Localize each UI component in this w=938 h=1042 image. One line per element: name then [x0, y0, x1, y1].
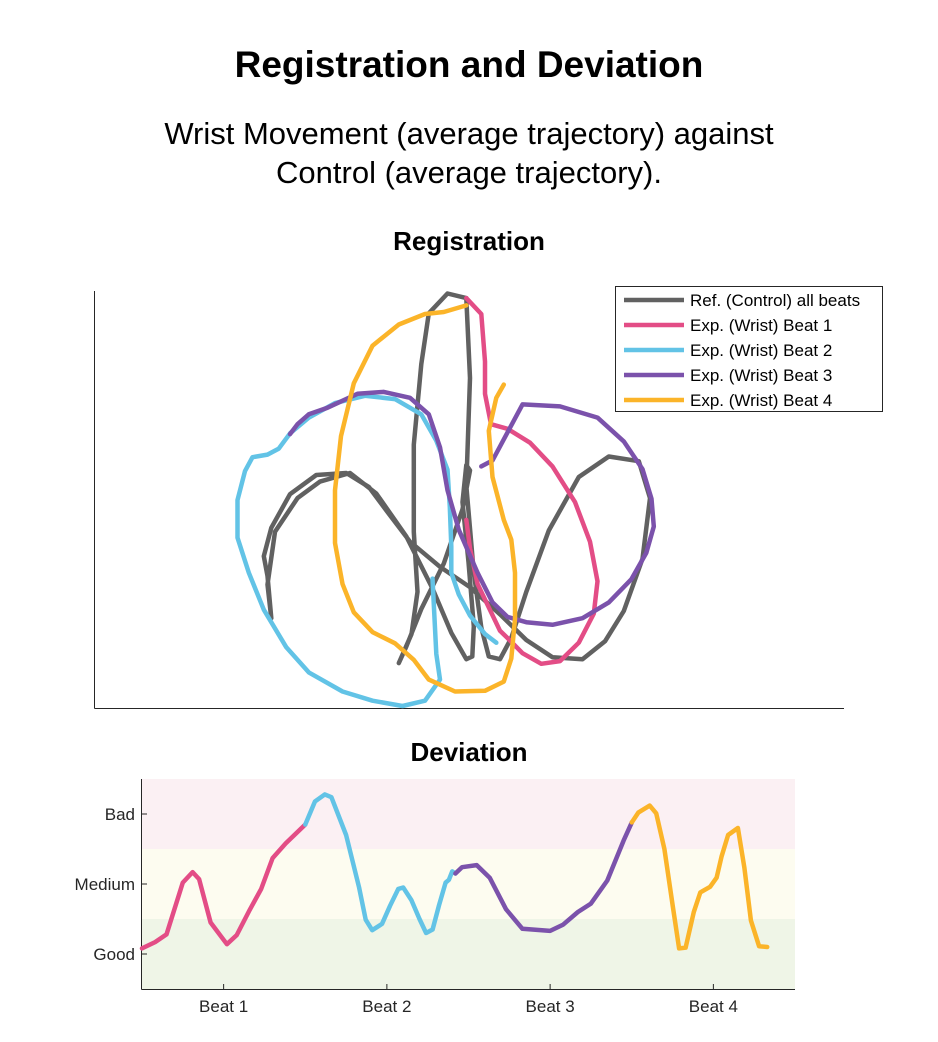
- legend-label-beat-3: Exp. (Wrist) Beat 3: [690, 366, 832, 385]
- legend-label-reference: Ref. (Control) all beats: [690, 291, 860, 310]
- registration-series: [238, 294, 654, 707]
- x-tick-label-beat-2: Beat 2: [362, 997, 411, 1016]
- legend-label-beat-2: Exp. (Wrist) Beat 2: [690, 341, 832, 360]
- deviation-title: Deviation: [410, 737, 527, 767]
- deviation-bands: [142, 779, 795, 989]
- legend-label-beat-1: Exp. (Wrist) Beat 1: [690, 316, 832, 335]
- y-tick-label-medium: Medium: [75, 875, 135, 894]
- x-tick-label-beat-3: Beat 3: [526, 997, 575, 1016]
- x-tick-label-beat-1: Beat 1: [199, 997, 248, 1016]
- x-tick-label-beat-4: Beat 4: [689, 997, 738, 1016]
- legend-label-beat-4: Exp. (Wrist) Beat 4: [690, 391, 832, 410]
- registration-title: Registration: [393, 226, 545, 256]
- deviation-panel: Deviation Good Medium Bad Beat 1 Beat 2 Beat …: [75, 737, 795, 1016]
- registration-panel: Registration Ref. (Control) all beats Ex…: [95, 226, 883, 709]
- band-bad: [142, 779, 795, 849]
- registration-legend: Ref. (Control) all beats Exp. (Wrist) Be…: [616, 287, 883, 412]
- y-tick-label-good: Good: [93, 945, 135, 964]
- registration-line-ref-control-all-beats: [264, 294, 650, 664]
- y-tick-label-bad: Bad: [105, 805, 135, 824]
- registration-line-exp-wrist-beat-2: [238, 396, 497, 706]
